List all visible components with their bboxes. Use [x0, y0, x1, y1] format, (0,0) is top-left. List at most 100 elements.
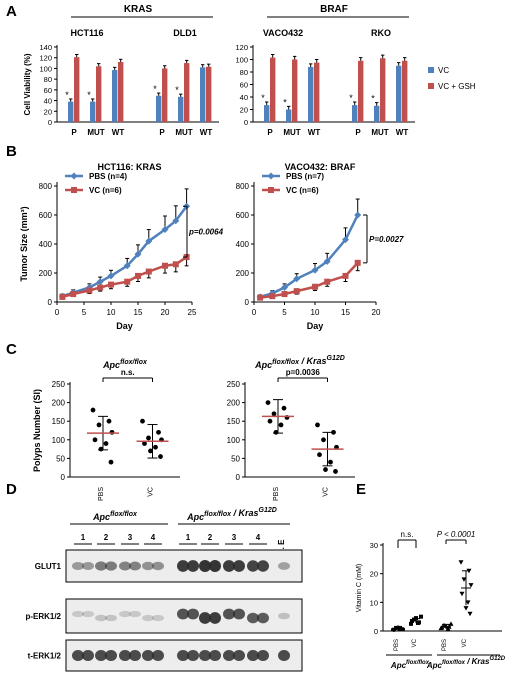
- bar-chart-2: BRAF VACO432 RKO 0 20 40 60 80 100 120 * P * MUT WT * P *…: [235, 4, 415, 137]
- y-axis-label: Cell Viability (%): [23, 53, 32, 115]
- bar: [206, 66, 212, 122]
- y-tick-label: 20: [240, 106, 248, 115]
- blot-band: [129, 610, 141, 618]
- bar: [380, 58, 386, 122]
- data-point: [158, 454, 163, 459]
- bar: [68, 101, 74, 122]
- blot-band: [233, 560, 245, 572]
- y-tick-label: 40: [240, 93, 248, 102]
- y-axis-label: Polyps Number (SI): [32, 389, 42, 472]
- x-category-label: MUT: [87, 128, 104, 137]
- data-point: [331, 429, 336, 435]
- panel-label-b: B: [6, 143, 17, 160]
- significance-star: *: [175, 85, 179, 95]
- blot-band: [247, 649, 259, 662]
- blot-band: [199, 612, 211, 624]
- blot-band: [278, 649, 290, 662]
- legend-marker: [70, 172, 78, 180]
- y-tick-label: 250: [52, 380, 66, 389]
- series-line: [259, 214, 359, 299]
- data-point: [103, 441, 109, 446]
- significance-star: *: [261, 93, 265, 103]
- legend-marker: [268, 187, 274, 193]
- cell-line-label: HCT116: [70, 28, 103, 38]
- y-tick-label: 200: [39, 269, 53, 278]
- y-tick-label: 800: [39, 182, 53, 191]
- blot-band: [95, 561, 107, 571]
- blot-band: [209, 560, 221, 572]
- lane-number: 4: [256, 533, 261, 542]
- x-tick-label: 5: [282, 308, 287, 317]
- y-tick-label: 200: [52, 399, 66, 408]
- group-title: KRAS: [124, 4, 153, 15]
- y-axis-label: Tumor Size (mm³): [19, 206, 29, 281]
- data-point: [97, 284, 104, 291]
- data-point: [445, 626, 451, 631]
- x-group-label: PBS: [273, 487, 280, 501]
- significance-label: p=0.0036: [286, 368, 321, 377]
- data-point: [354, 211, 362, 219]
- genotype-superscript: flox/flox: [406, 660, 430, 666]
- data-point: [134, 250, 142, 258]
- x-tick-label: 20: [161, 308, 170, 317]
- x-group-label: PBS: [394, 639, 400, 651]
- blot-band: [119, 561, 131, 571]
- data-point: [317, 452, 322, 458]
- data-point: [293, 275, 301, 283]
- data-point: [269, 293, 276, 300]
- data-point: [156, 429, 161, 435]
- x-category-label: MUT: [175, 128, 192, 137]
- bar: [156, 95, 162, 122]
- bar: [178, 96, 184, 122]
- genotype-part: Apc: [186, 512, 204, 522]
- x-group-label: VC: [323, 487, 330, 497]
- data-point: [90, 407, 96, 413]
- y-tick-label: 140: [39, 43, 52, 52]
- data-point: [281, 405, 287, 411]
- x-category-label: WT: [308, 128, 321, 137]
- legend-label: PBS (n=7): [286, 172, 324, 181]
- p-value: p=0.0064: [188, 228, 224, 237]
- panel-label-d: D: [6, 481, 17, 498]
- x-tick-label: 5: [82, 308, 87, 317]
- blot-band: [82, 561, 94, 571]
- data-point: [108, 459, 114, 465]
- genotype-part: Apc: [102, 360, 120, 370]
- bar: [112, 70, 118, 122]
- data-point: [323, 257, 331, 265]
- data-point: [172, 217, 180, 225]
- y-tick-label: 20: [44, 107, 52, 116]
- y-tick-label: 200: [236, 269, 250, 278]
- legend-label: VC (n=6): [286, 186, 319, 195]
- cell-line-label: VACO432: [263, 28, 303, 38]
- y-tick-label: 60: [240, 81, 248, 90]
- y-tick-label: 80: [44, 75, 52, 84]
- legend-marker: [267, 172, 275, 180]
- bar: [200, 67, 206, 122]
- bar: [118, 62, 124, 122]
- blot-band: [187, 560, 199, 572]
- genotype-superscript: flox/flox: [120, 359, 148, 366]
- data-point: [333, 469, 338, 474]
- blot-band: [142, 649, 154, 662]
- blot-band: [95, 614, 107, 622]
- x-category-label: P: [159, 128, 165, 137]
- data-point: [162, 262, 168, 269]
- bar: [90, 101, 96, 122]
- data-point: [439, 625, 445, 630]
- y-tick-label: 60: [44, 86, 52, 95]
- panel-label-c: C: [6, 341, 17, 358]
- lane-number: 4: [151, 533, 156, 542]
- data-point: [257, 294, 264, 301]
- panel-e: 0 10 20 30 Vitamin C (mM) PBS VC PBS VC n.s. P < 0…: [356, 530, 506, 670]
- line-chart-1: HCT116: KRAS 0 200 400 600 800 0 5 10 15 20 25 Day Tu…: [19, 162, 224, 331]
- genotype-superscript: G12D: [259, 507, 277, 514]
- blot-band: [119, 610, 131, 618]
- blot-band: [278, 562, 290, 570]
- data-point: [342, 272, 349, 279]
- data-point: [59, 293, 66, 300]
- blot-band: [233, 649, 245, 662]
- data-point: [161, 226, 169, 233]
